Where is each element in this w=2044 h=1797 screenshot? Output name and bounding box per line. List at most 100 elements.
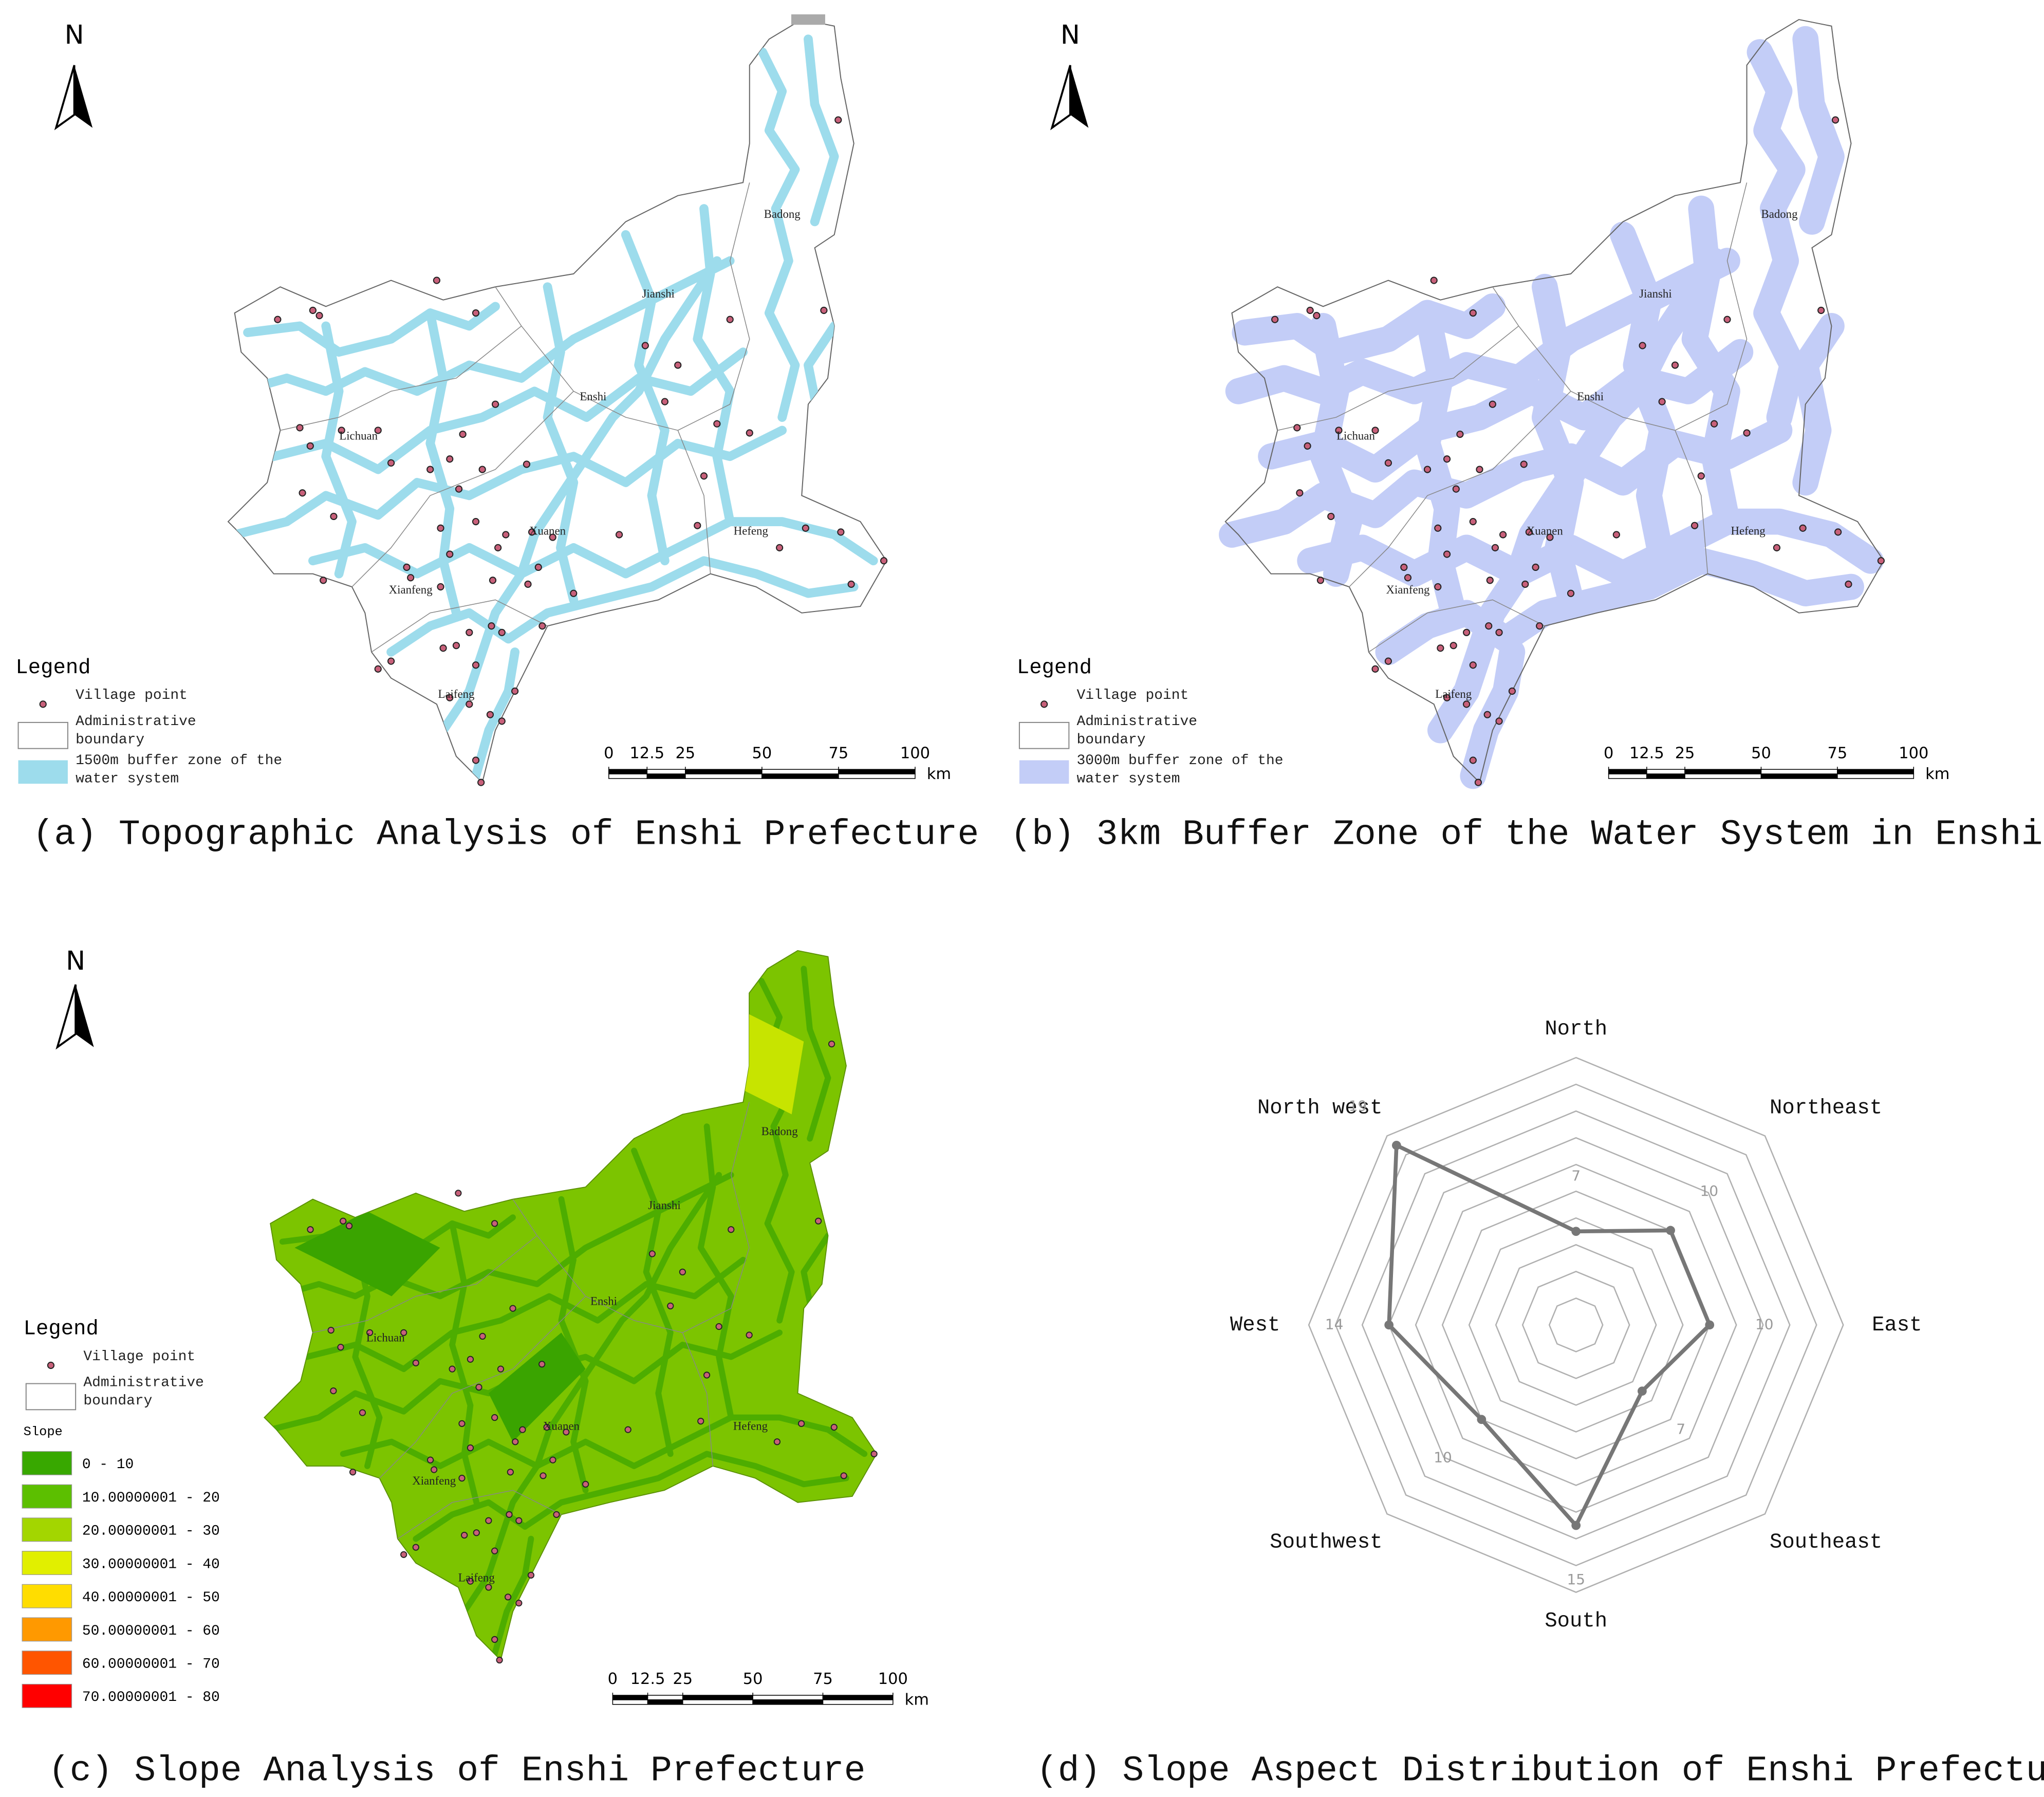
scale-segment-bottom: [1608, 773, 1647, 779]
legend-slope-swatch: [22, 1584, 72, 1608]
grid-ring: [1334, 1083, 1817, 1566]
grid-ring: [1308, 1057, 1844, 1593]
scale-tick-label: 25: [675, 744, 695, 762]
scale-tick-label: 50: [1751, 744, 1771, 762]
legend-slope-swatch: [22, 1651, 72, 1675]
legend-item-box: Village point: [83, 1349, 196, 1366]
scale-segment-top: [646, 769, 686, 774]
place-label: Xuanen: [543, 1420, 580, 1433]
place-label: Enshi: [580, 390, 606, 403]
scale-segment-top: [647, 1695, 683, 1700]
legend-slope-swatch: [22, 1451, 72, 1475]
scale-segment-bottom: [647, 1699, 683, 1705]
data-label: 10: [1434, 1449, 1452, 1466]
place-label: Xianfeng: [389, 583, 433, 596]
place-label: Lichuan: [366, 1331, 405, 1344]
scale-segment-top: [612, 1695, 648, 1700]
legend-boundary-symbol: [25, 1383, 77, 1411]
legend-item-box: Administrative boundary: [83, 1376, 204, 1410]
legend-item-box: Village point: [76, 688, 188, 705]
legend-buffer-symbol: [1019, 760, 1069, 784]
legend-item: Village point: [1076, 688, 1189, 705]
legend-subtitle: Slope: [24, 1424, 63, 1439]
scale-tick-label: 12.5: [630, 1670, 665, 1688]
map-a: [55, 14, 888, 786]
place-label: Hefeng: [1731, 525, 1766, 538]
scale-segment-bottom: [608, 773, 648, 779]
legend-village-symbol: [39, 700, 47, 708]
place-label: Laifeng: [438, 688, 474, 700]
grid-ring: [1495, 1244, 1657, 1406]
caption: (c) Slope Analysis of Enshi Prefecture: [48, 1751, 866, 1791]
north-label: N: [1061, 20, 1080, 50]
scale-segment-top: [1837, 769, 1915, 774]
place-label: Badong: [1761, 208, 1797, 220]
legend-slope-label: 20.00000001 - 30: [82, 1524, 220, 1540]
scale-segment-bottom: [1646, 773, 1685, 779]
data-label: 15: [1567, 1571, 1585, 1588]
legend-item: Administrative boundary: [76, 714, 196, 749]
legend-item-box: Administrative boundary: [76, 714, 196, 749]
legend-item: Village point: [83, 1349, 196, 1366]
scale-segment-bottom: [685, 773, 763, 779]
scale-segment-top: [1608, 769, 1647, 774]
scale-segment-top: [822, 1695, 894, 1700]
series-point: [1666, 1226, 1675, 1235]
place-label: Badong: [764, 208, 801, 220]
scale-tick-label: 100: [1899, 744, 1928, 762]
legend-item: Village point: [76, 688, 188, 705]
scale-segment-bottom: [1760, 773, 1838, 779]
scale-segment-bottom: [646, 773, 686, 779]
legend-slope-label: 10.00000001 - 20: [82, 1490, 220, 1506]
scale-segment-bottom: [612, 1699, 648, 1705]
grid-ring: [1548, 1297, 1604, 1353]
place-label: Badong: [761, 1125, 798, 1138]
scale-segment-top: [1760, 769, 1838, 774]
place-label: Enshi: [1577, 390, 1604, 403]
scale-tick-label: 12.5: [629, 744, 664, 762]
scale-tick-label: 50: [743, 1670, 763, 1688]
scale-tick-label: 100: [900, 744, 930, 762]
legend-item: 3000m buffer zone of the water system: [1076, 753, 1284, 788]
legend-title: Legend: [1017, 656, 1092, 680]
legend-item-box: 3000m buffer zone of the water system: [1076, 753, 1284, 788]
legend-title: Legend: [15, 656, 90, 680]
grid-ring: [1415, 1163, 1737, 1486]
grid-ring: [1361, 1110, 1791, 1540]
data-label: 14: [1325, 1316, 1344, 1332]
map-b: [1051, 18, 1885, 786]
scale-segment-bottom: [761, 773, 839, 779]
series-point: [1705, 1320, 1715, 1330]
scale-segment-top: [752, 1695, 824, 1700]
place-label: Enshi: [590, 1295, 617, 1308]
legend-village-symbol: [47, 1361, 55, 1369]
scale-tick-label: 0: [608, 1670, 618, 1688]
caption: (b) 3km Buffer Zone of the Water System …: [1010, 814, 2042, 855]
series-point: [1571, 1227, 1581, 1236]
legend-item: Administrative boundary: [1076, 714, 1198, 749]
legend-item: Administrative boundary: [83, 1376, 204, 1410]
place-label: Jianshi: [1639, 287, 1671, 300]
caption: (a) Topographic Analysis of Enshi Prefec…: [32, 814, 979, 855]
legend-item-box: 1500m buffer zone of the water system: [76, 754, 282, 788]
data-label: 19: [1349, 1098, 1367, 1115]
dynamic-layer: (a) Topographic Analysis of Enshi Prefec…: [15, 20, 2044, 1791]
scale-tick-label: 75: [813, 1670, 833, 1688]
scale-tick-label: 75: [1828, 744, 1848, 762]
scale-tick-label: 0: [604, 744, 614, 762]
series-point: [1477, 1415, 1486, 1424]
legend-village-symbol: [1040, 700, 1048, 708]
place-label: Xuanen: [1527, 525, 1564, 538]
place-label: Xianfeng: [412, 1474, 456, 1487]
grid-ring: [1388, 1137, 1764, 1513]
place-label: Laifeng: [1435, 688, 1472, 700]
scale-segment-bottom: [682, 1699, 753, 1705]
legend-slope-label: 50.00000001 - 60: [82, 1623, 220, 1639]
grid-ring: [1468, 1217, 1684, 1433]
series-point: [1391, 1140, 1401, 1150]
north-label: N: [66, 946, 85, 976]
category-label: Southeast: [1770, 1531, 1882, 1554]
scale-segment-top: [838, 769, 916, 774]
scale-tick-label: 25: [1675, 744, 1695, 762]
